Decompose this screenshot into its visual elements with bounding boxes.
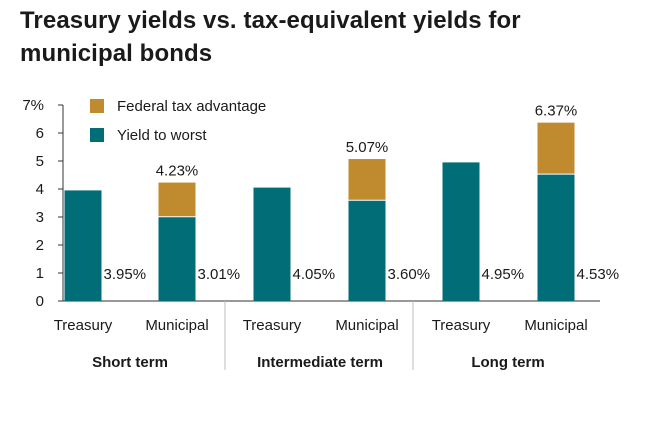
bar-yield-to-worst [64, 190, 102, 301]
total-value-label: 4.23% [156, 163, 199, 180]
category-label: Treasury [243, 317, 302, 334]
group-label: Short term [92, 354, 168, 371]
legend-swatch [90, 99, 104, 113]
bar-value-label: 4.05% [293, 266, 336, 283]
category-label: Treasury [432, 317, 491, 334]
bar-value-label: 3.60% [388, 266, 431, 283]
y-tick-label: 2 [36, 237, 44, 254]
bar-yield-to-worst [253, 187, 291, 301]
total-value-label: 6.37% [535, 103, 578, 120]
y-tick-label: 0 [36, 293, 44, 310]
y-tick-label: 1 [36, 265, 44, 282]
legend-swatch [90, 128, 104, 142]
y-tick-label: 7% [22, 97, 44, 114]
category-label: Municipal [524, 317, 587, 334]
category-label: Municipal [335, 317, 398, 334]
y-tick-label: 6 [36, 125, 44, 142]
legend-label: Federal tax advantage [117, 98, 266, 115]
group-label: Intermediate term [257, 354, 383, 371]
bar-value-label: 4.53% [577, 266, 620, 283]
bar-value-label: 3.01% [198, 266, 241, 283]
chart-title: Treasury yields vs. tax-equivalent yield… [20, 7, 521, 67]
bar-value-label: 4.95% [482, 266, 525, 283]
legend-label: Yield to worst [117, 127, 207, 144]
bar-value-label: 3.95% [104, 266, 147, 283]
y-tick-label: 5 [36, 153, 44, 170]
y-tick-label: 3 [36, 209, 44, 226]
y-tick-label: 4 [36, 181, 44, 198]
bar-yield-to-worst [442, 162, 480, 301]
bar-federal-tax-advantage [537, 122, 575, 175]
bar-federal-tax-advantage [158, 182, 196, 217]
bar-federal-tax-advantage [348, 159, 386, 201]
group-label: Long term [471, 354, 544, 371]
bar-yield-to-worst [537, 174, 575, 301]
bar-yield-to-worst [348, 200, 386, 301]
category-label: Treasury [54, 317, 113, 334]
total-value-label: 5.07% [346, 139, 389, 156]
bar-yield-to-worst [158, 216, 196, 301]
category-label: Municipal [145, 317, 208, 334]
